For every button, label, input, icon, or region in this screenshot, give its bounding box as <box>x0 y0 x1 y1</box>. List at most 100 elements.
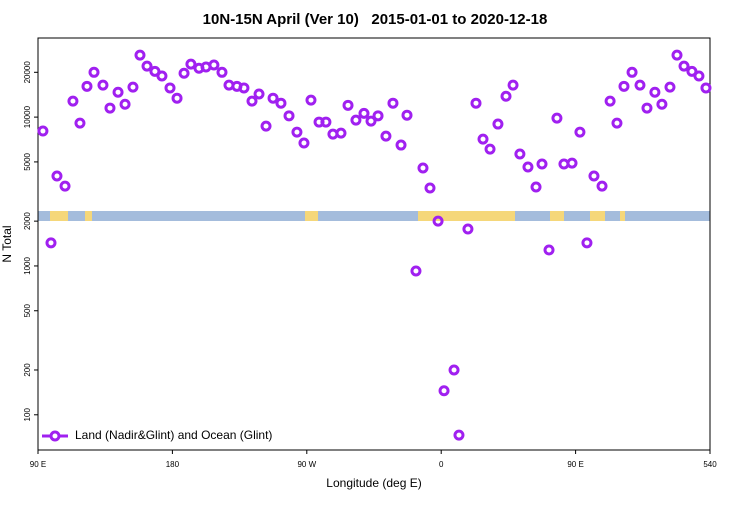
data-point <box>127 81 139 93</box>
data-point <box>283 110 295 122</box>
data-point <box>462 223 474 235</box>
data-point <box>410 265 422 277</box>
data-point <box>543 244 555 256</box>
data-point <box>551 112 563 124</box>
data-point <box>671 49 683 61</box>
data-point <box>574 126 586 138</box>
y-tick-label: 100 <box>23 408 32 422</box>
legend-label: Land (Nadir&Glint) and Ocean (Glint) <box>75 428 272 442</box>
data-point <box>417 162 429 174</box>
data-point <box>104 102 116 114</box>
data-point <box>238 82 250 94</box>
data-point <box>365 115 377 127</box>
data-point <box>453 429 465 441</box>
data-point <box>522 161 534 173</box>
x-axis-label: Longitude (deg E) <box>326 476 421 490</box>
data-point <box>686 65 698 77</box>
data-point <box>112 86 124 98</box>
x-tick-label: 90 E <box>567 460 583 469</box>
data-point <box>59 180 71 192</box>
data-point <box>134 49 146 61</box>
data-point <box>208 59 220 71</box>
data-point <box>626 66 638 78</box>
data-point <box>350 114 362 126</box>
data-point <box>611 117 623 129</box>
data-point <box>88 66 100 78</box>
data-point <box>267 92 279 104</box>
data-point <box>634 79 646 91</box>
data-point <box>216 66 228 78</box>
legend: Land (Nadir&Glint) and Ocean (Glint) <box>42 428 272 442</box>
chart-title: 10N-15N April (Ver 10) 2015-01-01 to 202… <box>203 11 548 28</box>
map-strip <box>38 211 710 221</box>
data-point <box>693 70 705 82</box>
data-point <box>358 107 370 119</box>
data-point <box>536 158 548 170</box>
data-point <box>641 102 653 114</box>
data-point <box>291 126 303 138</box>
y-tick-label: 1000 <box>23 256 32 274</box>
data-point <box>171 92 183 104</box>
data-point <box>514 148 526 160</box>
x-tick-label: 90 W <box>297 460 316 469</box>
data-point <box>500 90 512 102</box>
data-point <box>664 81 676 93</box>
y-tick-label: 10000 <box>23 105 32 128</box>
data-point <box>438 385 450 397</box>
data-point <box>380 130 392 142</box>
data-point <box>97 79 109 91</box>
data-point <box>185 58 197 70</box>
data-point <box>246 95 258 107</box>
land-patch <box>50 211 68 221</box>
land-patch <box>85 211 92 221</box>
data-point <box>470 97 482 109</box>
data-point <box>141 60 153 72</box>
y-tick-label: 2000 <box>23 212 32 230</box>
data-point <box>37 125 49 137</box>
x-tick-label: 540 <box>703 460 717 469</box>
data-point <box>448 364 460 376</box>
data-point <box>149 65 161 77</box>
y-tick-label: 5000 <box>23 152 32 170</box>
data-point <box>596 180 608 192</box>
data-point <box>387 97 399 109</box>
data-point <box>530 181 542 193</box>
y-tick-label: 200 <box>23 363 32 377</box>
data-point <box>81 80 93 92</box>
data-point <box>507 79 519 91</box>
y-axis-label: N Total <box>0 225 14 262</box>
land-patch <box>590 211 605 221</box>
data-point <box>45 237 57 249</box>
data-point <box>156 70 168 82</box>
data-point <box>395 139 407 151</box>
data-point <box>649 86 661 98</box>
data-point <box>604 95 616 107</box>
data-point <box>335 127 347 139</box>
data-point <box>700 82 712 94</box>
y-tick-label: 500 <box>23 304 32 318</box>
legend-marker <box>49 430 61 442</box>
data-point <box>260 120 272 132</box>
plot-frame <box>37 37 711 451</box>
data-point <box>253 88 265 100</box>
data-point <box>678 60 690 72</box>
data-point <box>164 82 176 94</box>
data-point <box>342 99 354 111</box>
data-point <box>477 133 489 145</box>
ocean-strip <box>38 211 710 221</box>
land-patch <box>418 211 515 221</box>
x-tick-label: 0 <box>439 460 444 469</box>
data-point <box>401 109 413 121</box>
data-point <box>275 97 287 109</box>
data-point <box>484 143 496 155</box>
data-point <box>67 95 79 107</box>
data-point <box>432 215 444 227</box>
data-point <box>178 67 190 79</box>
x-tick-label: 90 E <box>30 460 46 469</box>
data-point <box>618 80 630 92</box>
data-point <box>492 118 504 130</box>
data-point <box>424 182 436 194</box>
land-patch <box>550 211 564 221</box>
